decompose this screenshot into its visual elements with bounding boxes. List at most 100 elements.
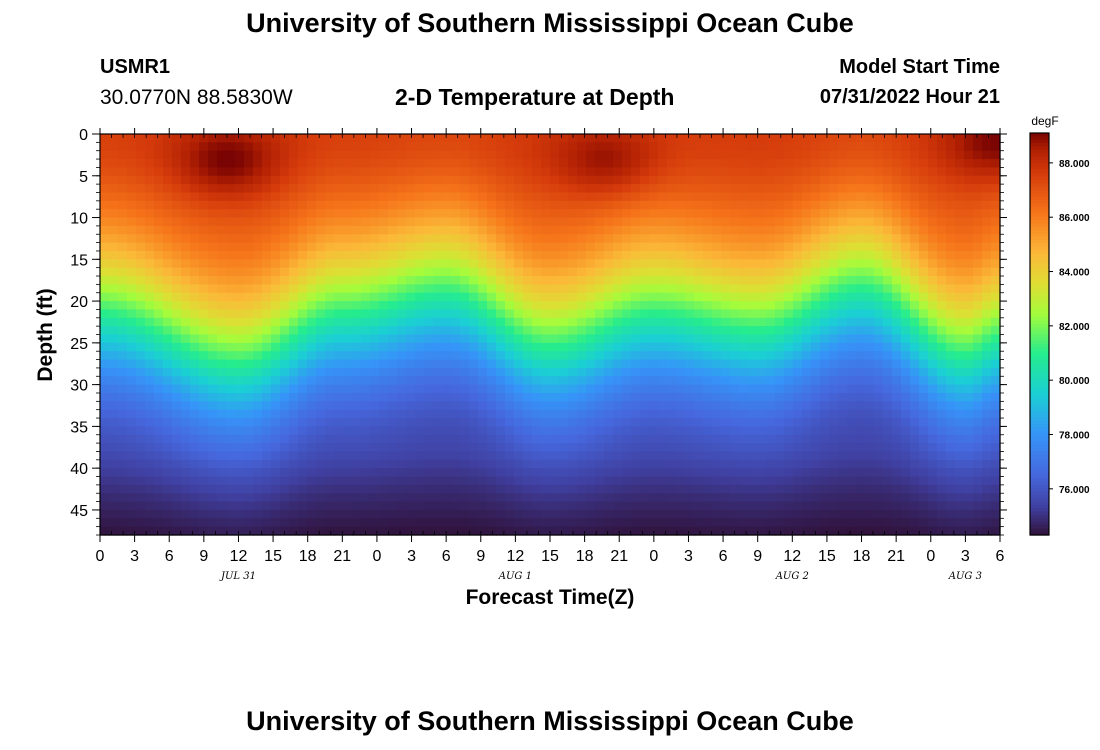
heatmap-cell [352, 409, 362, 419]
heatmap-cell [496, 509, 506, 519]
heatmap-cell [757, 342, 767, 352]
heatmap-cell [694, 376, 704, 386]
heatmap-cell [316, 217, 326, 227]
heatmap-cell [955, 259, 965, 269]
heatmap-cell [703, 501, 713, 511]
heatmap-cell [163, 384, 173, 394]
heatmap-cell [163, 426, 173, 436]
heatmap-cell [613, 200, 623, 210]
heatmap-cell [685, 501, 695, 511]
heatmap-cell [163, 234, 173, 244]
heatmap-cell [217, 384, 227, 394]
heatmap-cell [226, 142, 236, 152]
heatmap-cell [370, 175, 380, 185]
heatmap-cell [901, 376, 911, 386]
heatmap-cell [838, 493, 848, 503]
heatmap-cell [460, 167, 470, 177]
heatmap-cell [379, 342, 389, 352]
heatmap-cell [676, 159, 686, 169]
heatmap-cell [550, 451, 560, 461]
heatmap-cell [802, 509, 812, 519]
heatmap-cell [820, 309, 830, 319]
heatmap-cell [928, 284, 938, 294]
heatmap-cell [505, 392, 515, 402]
heatmap-cell [649, 225, 659, 235]
heatmap-cell [577, 134, 587, 143]
heatmap-cell [235, 518, 245, 528]
heatmap-cell [766, 351, 776, 361]
heatmap-cell [523, 434, 533, 444]
heatmap-cell [712, 384, 722, 394]
heatmap-cell [874, 426, 884, 436]
heatmap-cell [694, 501, 704, 511]
heatmap-cell [838, 317, 848, 327]
heatmap-cell [523, 351, 533, 361]
heatmap-cell [370, 250, 380, 260]
heatmap-cell [613, 509, 623, 519]
heatmap-cell [883, 359, 893, 369]
heatmap-cell [163, 401, 173, 411]
heatmap-cell [469, 401, 479, 411]
heatmap-cell [667, 509, 677, 519]
heatmap-cell [631, 526, 641, 536]
heatmap-cell [451, 334, 461, 344]
heatmap-cell [838, 451, 848, 461]
heatmap-cell [217, 484, 227, 494]
heatmap-cell [640, 426, 650, 436]
heatmap-cell [460, 418, 470, 427]
heatmap-cell [937, 376, 947, 386]
heatmap-cell [820, 334, 830, 344]
heatmap-cell [523, 384, 533, 394]
heatmap-cell [424, 434, 434, 444]
heatmap-cell [856, 468, 866, 478]
heatmap-cell [883, 518, 893, 528]
heatmap-cell [712, 184, 722, 194]
heatmap-cell [109, 234, 119, 244]
heatmap-cell [253, 209, 263, 219]
heatmap-cell [568, 267, 578, 277]
heatmap-cell [703, 401, 713, 411]
heatmap-cell [739, 367, 749, 377]
heatmap-cell [712, 459, 722, 469]
heatmap-cell [550, 367, 560, 377]
heatmap-cell [694, 459, 704, 469]
heatmap-cell [901, 200, 911, 210]
heatmap-cell [658, 276, 668, 285]
heatmap-cell [181, 142, 191, 152]
heatmap-cell [919, 184, 929, 194]
heatmap-cell [874, 459, 884, 469]
heatmap-cell [118, 209, 128, 219]
heatmap-cell [964, 259, 974, 269]
heatmap-cell [550, 167, 560, 177]
heatmap-cell [964, 342, 974, 352]
heatmap-cell [964, 317, 974, 327]
heatmap-cell [622, 468, 632, 478]
heatmap-cell [541, 284, 551, 294]
heatmap-cell [586, 426, 596, 436]
heatmap-cell [775, 351, 785, 361]
heatmap-cell [802, 384, 812, 394]
heatmap-cell [820, 242, 830, 252]
heatmap-cell [559, 134, 569, 143]
heatmap-cell [928, 242, 938, 252]
heatmap-cell [208, 309, 218, 319]
heatmap-cell [631, 342, 641, 352]
heatmap-cell [442, 509, 452, 519]
heatmap-cell [874, 509, 884, 519]
heatmap-cell [910, 250, 920, 260]
heatmap-cell [190, 134, 200, 143]
heatmap-cell [532, 367, 542, 377]
heatmap-cell [892, 326, 902, 336]
heatmap-cell [136, 434, 146, 444]
heatmap-cell [253, 468, 263, 478]
heatmap-cell [325, 501, 335, 511]
heatmap-cell [802, 459, 812, 469]
heatmap-cell [244, 468, 254, 478]
heatmap-cell [325, 451, 335, 461]
heatmap-cell [118, 468, 128, 478]
heatmap-cell [901, 317, 911, 327]
heatmap-cell [370, 509, 380, 519]
heatmap-cell [406, 250, 416, 260]
heatmap-cell [442, 384, 452, 394]
heatmap-cell [577, 301, 587, 311]
